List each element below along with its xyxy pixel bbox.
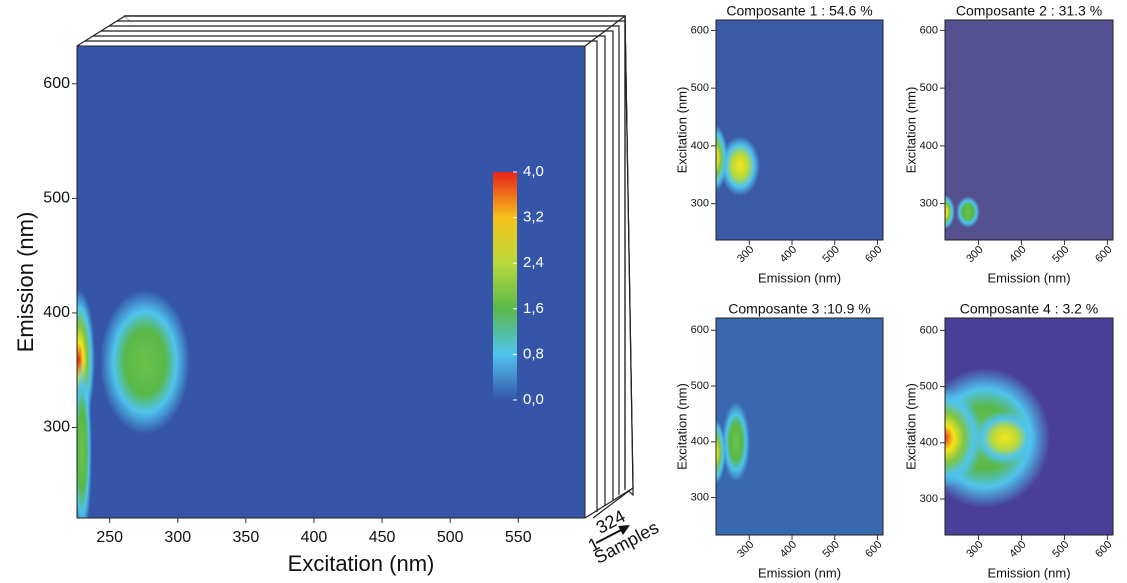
y-axis-label: Excitation (nm)	[903, 383, 918, 470]
x-tick-label: 300	[964, 244, 985, 265]
heatmap-background	[716, 20, 883, 240]
y-tick-label: 500	[691, 380, 709, 392]
x-tick-label: 500	[820, 244, 841, 265]
x-tick-label: 550	[505, 529, 532, 546]
colorbar-tick-label: 4,0	[523, 163, 544, 180]
x-tick-label: 500	[437, 529, 464, 546]
heatmap	[945, 20, 1113, 240]
x-axis-label: Emission (nm)	[987, 565, 1070, 580]
subplot-title: Composante 3 :10.9 %	[728, 301, 870, 317]
heatmap-blob	[956, 196, 980, 228]
y-axis-label: Excitation (nm)	[674, 87, 689, 174]
x-axis-label: Emission (nm)	[758, 565, 841, 580]
x-tick-label: 450	[369, 529, 396, 546]
y-tick-label: 600	[691, 324, 709, 336]
x-tick-label: 600	[1093, 244, 1114, 265]
heatmap-blob	[973, 410, 1037, 466]
y-tick-label: 400	[43, 304, 70, 321]
y-axis-label: Excitation (nm)	[903, 87, 918, 174]
heatmap-blob	[77, 360, 92, 518]
y-tick-label: 500	[691, 82, 709, 94]
plot-frame	[944, 19, 1114, 241]
colorbar-tick-label: 0,8	[523, 345, 544, 362]
subplot-title: Composante 2 : 31.3 %	[956, 3, 1102, 19]
samples-arrow-head	[618, 525, 630, 535]
subplot-title: Composante 4 : 3.2 %	[960, 301, 1099, 317]
heatmap	[716, 20, 883, 240]
colorbar-tick-label: 1,6	[523, 300, 544, 317]
y-tick-label: 300	[691, 492, 709, 504]
colorbar-tick-label: 3,2	[523, 209, 544, 226]
y-tick-label: 600	[920, 324, 938, 336]
y-tick-label: 600	[920, 24, 938, 36]
plot-frame	[944, 317, 1114, 536]
x-tick-label: 250	[96, 529, 123, 546]
x-tick-label: 400	[1007, 539, 1028, 560]
y-tick-label: 400	[920, 140, 938, 152]
colorbar	[493, 172, 517, 400]
plot-frame	[715, 19, 884, 241]
heatmap-blob	[720, 136, 760, 196]
heatmap-blob	[722, 402, 750, 482]
heatmap-blob	[716, 418, 726, 486]
x-axis-label: Emission (nm)	[758, 270, 841, 285]
plot-frame	[715, 317, 884, 536]
x-tick-label: 500	[1050, 539, 1071, 560]
x-tick-label: 600	[863, 244, 884, 265]
y-axis-label: Emission (nm)	[13, 212, 38, 353]
x-tick-label: 400	[301, 529, 328, 546]
y-tick-label: 500	[43, 190, 70, 207]
plot-frame	[76, 45, 586, 519]
x-axis-label: Emission (nm)	[987, 270, 1070, 285]
heatmap-blob	[945, 388, 984, 488]
y-tick-label: 400	[691, 140, 709, 152]
x-tick-label: 600	[1093, 539, 1114, 560]
heatmap-blob	[945, 194, 955, 230]
heatmap	[716, 318, 883, 535]
heatmap	[945, 318, 1113, 535]
y-axis-label: Excitation (nm)	[674, 383, 689, 470]
y-tick-label: 300	[920, 198, 938, 210]
x-tick-label: 400	[1007, 244, 1028, 265]
subplot-title: Composante 1 : 54.6 %	[726, 3, 872, 19]
x-tick-label: 600	[863, 539, 884, 560]
x-tick-label: 500	[1050, 244, 1071, 265]
heatmap-blob	[100, 290, 190, 434]
x-tick-label: 400	[778, 539, 799, 560]
x-axis-label: Excitation (nm)	[288, 551, 435, 576]
y-tick-label: 300	[43, 419, 70, 436]
x-tick-label: 300	[164, 529, 191, 546]
colorbar-tick-label: 2,4	[523, 254, 544, 271]
y-tick-label: 500	[920, 82, 938, 94]
y-tick-label: 400	[691, 436, 709, 448]
y-tick-label: 600	[691, 24, 709, 36]
x-tick-label: 300	[964, 539, 985, 560]
x-tick-label: 300	[735, 539, 756, 560]
heatmap-blob	[716, 124, 728, 192]
samples-arrow	[595, 527, 626, 544]
x-tick-label: 500	[820, 539, 841, 560]
colorbar-tick-label: 0,0	[523, 391, 544, 408]
y-tick-label: 500	[920, 380, 938, 392]
x-tick-label: 350	[233, 529, 260, 546]
y-tick-label: 300	[920, 493, 938, 505]
y-tick-label: 600	[43, 75, 70, 92]
y-tick-label: 400	[920, 437, 938, 449]
y-tick-label: 300	[691, 198, 709, 210]
x-tick-label: 400	[778, 244, 799, 265]
x-tick-label: 300	[735, 244, 756, 265]
